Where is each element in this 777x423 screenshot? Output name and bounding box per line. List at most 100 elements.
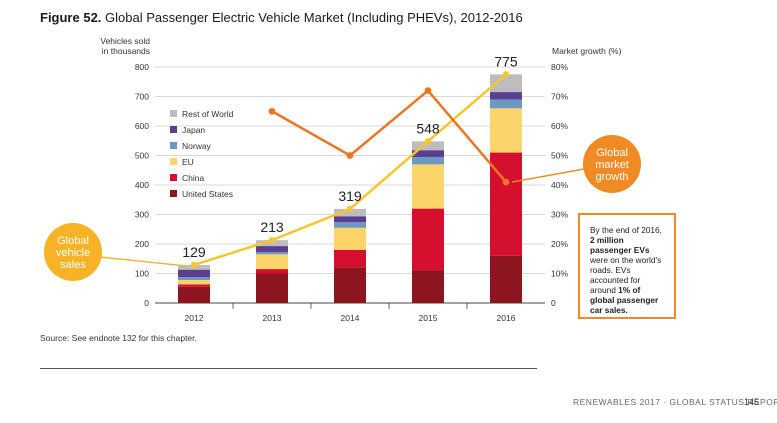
bar-segment [334, 267, 366, 303]
y-tick-right: 30% [551, 210, 568, 220]
sales-point [346, 205, 354, 213]
note-bold-2: 1% of global passenger car sales. [590, 285, 659, 315]
y-tick-left: 300 [135, 210, 149, 220]
legend-swatch [170, 126, 177, 133]
legend-swatch [170, 190, 177, 197]
y-tick-left: 500 [135, 151, 149, 161]
callout-left-text: Global [57, 235, 89, 247]
bar-segment [412, 164, 444, 209]
bar-segment [334, 249, 366, 268]
legend-swatch [170, 174, 177, 181]
report-footer: RENEWABLES 2017 · GLOBAL STATUS REPORT [573, 397, 777, 407]
bar-segment [256, 251, 288, 255]
x-tick-label: 2015 [419, 313, 438, 323]
bar-segment [256, 246, 288, 252]
sales-point [502, 71, 510, 78]
bar-segment [178, 269, 210, 278]
bar-segment [412, 208, 444, 271]
y-tick-left: 400 [135, 180, 149, 190]
bar-segment [490, 108, 522, 153]
callout-left-badge [44, 223, 102, 281]
legend-label: Rest of World [182, 109, 234, 119]
bar-segment [178, 279, 210, 285]
y-tick-left: 800 [135, 62, 149, 72]
total-label: 548 [416, 120, 440, 136]
legend-swatch [170, 110, 177, 117]
callout-left-text: vehicle [56, 247, 90, 259]
note-box: By the end of 2016, 2 million passenger … [578, 213, 676, 319]
total-label: 319 [338, 188, 362, 204]
y-tick-right: 20% [551, 239, 568, 249]
bar-segment [412, 270, 444, 303]
callout-right-text: market [595, 159, 629, 171]
x-tick-label: 2016 [497, 313, 516, 323]
y-tick-right: 0 [551, 298, 556, 308]
y-tick-right: 40% [551, 180, 568, 190]
legend-label: EU [182, 157, 194, 167]
legend-swatch [170, 142, 177, 149]
bars [178, 74, 522, 303]
legend-label: Japan [182, 125, 205, 135]
bar-segment [334, 227, 366, 250]
total-label: 775 [494, 53, 518, 69]
bar-segment [334, 216, 366, 223]
bar-segment [256, 273, 288, 303]
note-bold-1: 2 million passenger EVs [590, 235, 650, 255]
legend-swatch [170, 158, 177, 165]
y-tick-right: 10% [551, 269, 568, 279]
y-tick-right: 60% [551, 121, 568, 131]
y-tick-right: 50% [551, 151, 568, 161]
y-tick-left: 600 [135, 121, 149, 131]
sales-point [268, 236, 276, 244]
x-tick-label: 2014 [341, 313, 360, 323]
sales-point [190, 261, 198, 269]
bar-segment [490, 74, 522, 93]
total-label: 213 [260, 219, 284, 235]
legend-label: United States [182, 189, 233, 199]
growth-point [424, 87, 432, 94]
figure-title: Figure 52. Global Passenger Electric Veh… [40, 10, 523, 25]
y-tick-left: 700 [135, 92, 149, 102]
x-tick-label: 2012 [185, 313, 204, 323]
bar-segment [490, 92, 522, 100]
bar-segment [334, 222, 366, 228]
y-tick-left: 0 [144, 298, 149, 308]
sales-point [424, 138, 432, 145]
note-mid: were on the world's roads. EVs accounted… [590, 255, 662, 295]
y-axis-right-title: Market growth (%) [552, 46, 622, 56]
legend-label: Norway [182, 141, 212, 151]
y-tick-left: 200 [135, 239, 149, 249]
callout-right-pointer [511, 168, 585, 183]
bar-segment [178, 286, 210, 303]
callout-right-badge [583, 135, 641, 193]
x-tick-label: 2013 [263, 313, 282, 323]
callout-left-pointer [99, 256, 187, 267]
y-axis-left-title: Vehicles sold [100, 36, 150, 46]
legend-label: China [182, 173, 204, 183]
callout-right-text: growth [595, 171, 628, 183]
callout-right-text: Global [596, 147, 628, 159]
note-pre: By the end of 2016, [590, 225, 662, 235]
page-number: 145 [744, 397, 760, 407]
growth-point [346, 152, 354, 159]
divider [40, 368, 537, 369]
lines: 129 213 319 548 775 [182, 53, 518, 269]
growth-point [268, 107, 276, 115]
growth-line [271, 88, 507, 183]
y-tick-left: 100 [135, 269, 149, 279]
bar-segment [178, 284, 210, 287]
source-note: Source: See endnote 132 for this chapter… [40, 333, 197, 343]
figure-title-text: Global Passenger Electric Vehicle Market… [105, 10, 523, 25]
y-tick-right: 70% [551, 92, 568, 102]
total-label: 129 [182, 244, 206, 260]
bar-segment [490, 255, 522, 303]
y-axis-left-title: in thousands [102, 46, 150, 56]
y-tick-right: 80% [551, 62, 568, 72]
bar-segment [412, 156, 444, 165]
callout-left-text: sales [60, 259, 86, 271]
legend: Rest of World Japan Norway EU China United St… [170, 109, 234, 199]
bar-segment [412, 141, 444, 151]
